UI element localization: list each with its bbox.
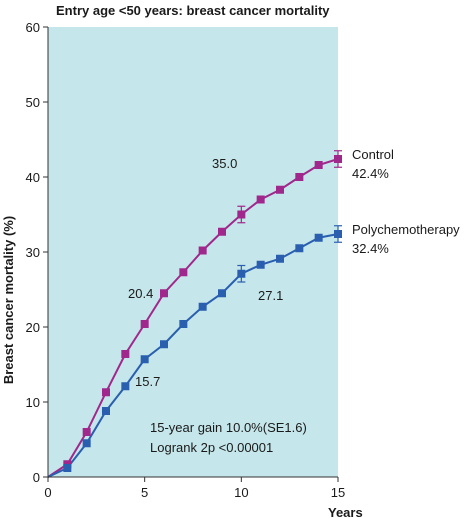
legend-poly-value: 32.4% [352, 241, 389, 256]
x-tick-label: 10 [234, 485, 248, 500]
tick-labels: 0 10 20 30 40 50 60 0 5 10 15 [26, 20, 346, 500]
series-markers [63, 155, 342, 472]
marker-control [121, 350, 130, 358]
y-tick-label: 20 [26, 320, 40, 335]
marker-polychemotherapy [334, 230, 342, 238]
marker-control [179, 268, 188, 277]
marker-polychemotherapy [63, 464, 72, 472]
annotation-gain: 15-year gain 10.0%(SE1.6) [150, 420, 307, 435]
x-tick-label: 15 [331, 485, 345, 500]
marker-polychemotherapy [256, 260, 265, 269]
x-axis-label: Years [328, 505, 363, 518]
marker-control [218, 227, 226, 236]
y-tick-label: 60 [26, 20, 40, 35]
marker-polychemotherapy [140, 355, 149, 364]
data-label-poly-10: 27.1 [258, 288, 283, 303]
marker-polychemotherapy [198, 302, 207, 311]
data-label-control-10: 35.0 [212, 156, 237, 171]
marker-control [198, 246, 207, 255]
marker-polychemotherapy [237, 269, 246, 278]
marker-polychemotherapy [314, 233, 323, 242]
marker-control [334, 155, 342, 163]
marker-polychemotherapy [160, 340, 168, 349]
legend-poly-name: Polychemotherapy [352, 222, 460, 237]
series-line-control [47, 158, 339, 478]
marker-polychemotherapy [121, 382, 130, 391]
annotation-logrank: Logrank 2p <0.00001 [150, 440, 273, 455]
marker-control [256, 195, 265, 204]
marker-polychemotherapy [276, 254, 284, 263]
x-tick-label: 5 [141, 485, 148, 500]
marker-polychemotherapy [218, 289, 226, 298]
y-axis-label: Breast cancer mortality (%) [1, 216, 16, 384]
marker-control [237, 210, 246, 219]
data-label-poly-4: 15.7 [135, 374, 160, 389]
series-lines [47, 158, 339, 478]
legend-control-name: Control [352, 147, 394, 162]
y-tick-label: 10 [26, 395, 40, 410]
data-label-control-5: 20.4 [128, 286, 153, 301]
legend-control-value: 42.4% [352, 166, 389, 181]
series-line-polychemotherapy [47, 233, 339, 478]
marker-control [295, 173, 304, 181]
chart-title: Entry age <50 years: breast cancer morta… [56, 3, 330, 18]
marker-polychemotherapy [82, 439, 91, 448]
marker-control [102, 388, 110, 397]
axes [43, 26, 339, 482]
marker-control [140, 320, 149, 328]
marker-polychemotherapy [179, 320, 188, 328]
y-tick-label: 50 [26, 95, 40, 110]
marker-control [314, 161, 323, 169]
marker-control [82, 428, 91, 436]
marker-polychemotherapy [295, 244, 304, 253]
y-tick-label: 30 [26, 245, 40, 260]
y-tick-label: 40 [26, 170, 40, 185]
marker-control [160, 289, 168, 298]
plot-background [48, 27, 338, 477]
marker-control [276, 185, 284, 194]
x-tick-label: 0 [44, 485, 51, 500]
marker-polychemotherapy [102, 407, 110, 415]
y-tick-label: 0 [33, 470, 40, 485]
